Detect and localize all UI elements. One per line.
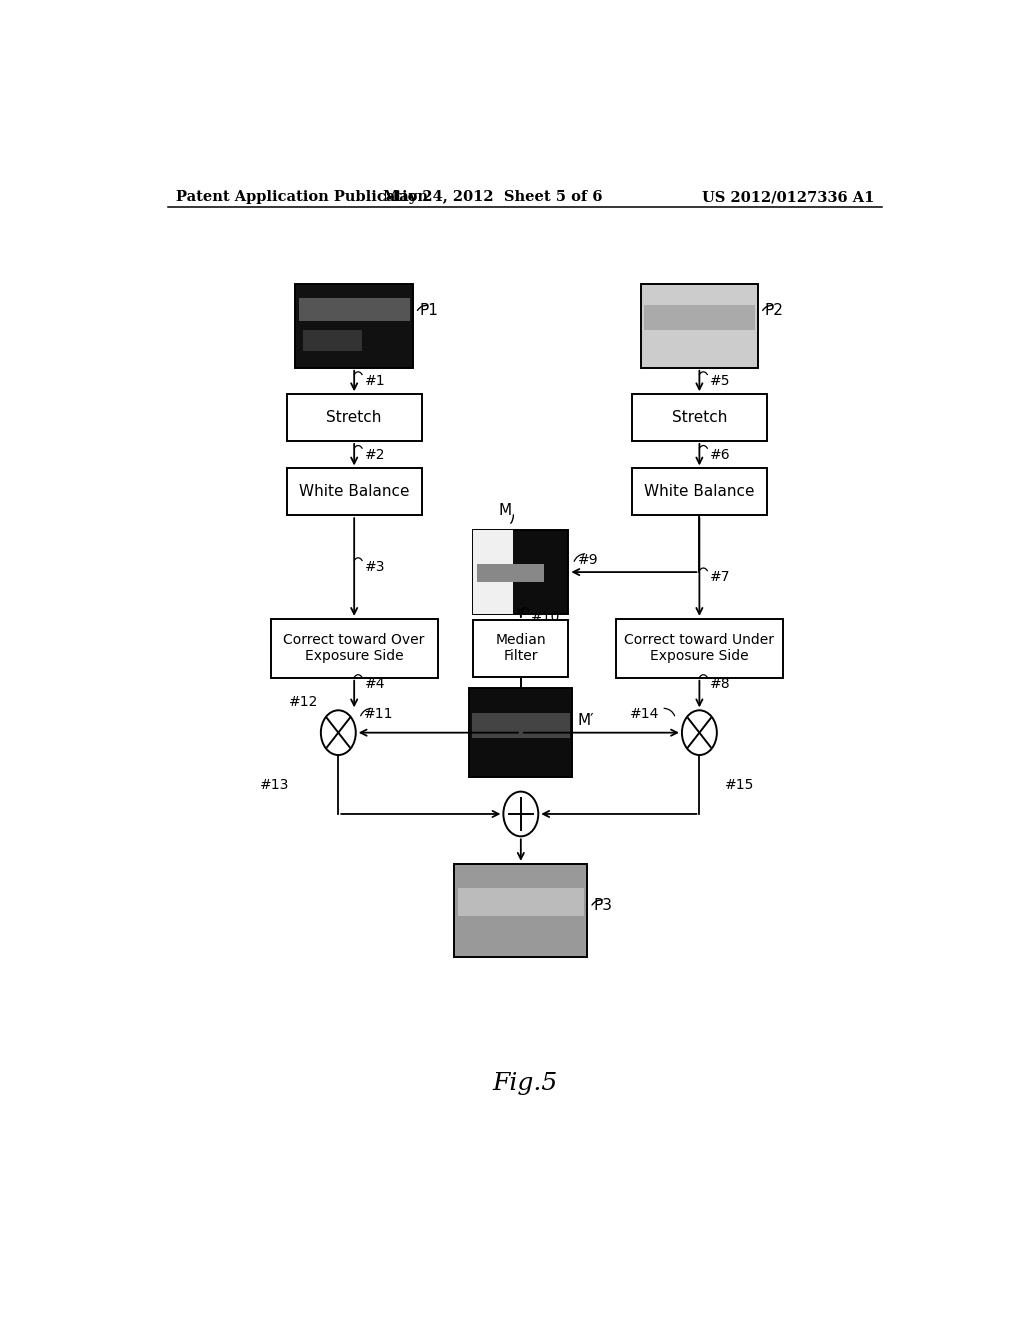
Bar <box>299 298 410 321</box>
Text: Stretch: Stretch <box>672 411 727 425</box>
Circle shape <box>682 710 717 755</box>
Text: #3: #3 <box>365 560 385 574</box>
Bar <box>473 620 568 677</box>
Text: #1: #1 <box>365 374 385 388</box>
Bar <box>469 689 572 777</box>
Text: #6: #6 <box>710 447 730 462</box>
Bar <box>632 469 767 515</box>
Bar <box>473 531 513 614</box>
Bar <box>303 330 362 351</box>
Bar <box>644 305 755 330</box>
Text: #12: #12 <box>289 696 318 709</box>
Bar <box>473 531 568 614</box>
Text: May 24, 2012  Sheet 5 of 6: May 24, 2012 Sheet 5 of 6 <box>383 190 603 205</box>
Text: #2: #2 <box>365 447 385 462</box>
Bar <box>477 564 544 582</box>
Bar <box>632 395 767 441</box>
Text: M: M <box>499 503 512 517</box>
Text: #9: #9 <box>578 553 599 566</box>
Text: P2: P2 <box>765 304 783 318</box>
Bar <box>287 395 422 441</box>
Text: White Balance: White Balance <box>644 484 755 499</box>
Text: Median
Filter: Median Filter <box>496 634 546 664</box>
Text: Patent Application Publication: Patent Application Publication <box>176 190 428 205</box>
Text: #5: #5 <box>710 374 730 388</box>
Text: Correct toward Under
Exposure Side: Correct toward Under Exposure Side <box>625 634 774 664</box>
Bar <box>270 619 437 677</box>
Bar <box>455 863 588 957</box>
Text: #15: #15 <box>725 777 754 792</box>
Bar <box>458 887 584 916</box>
Text: Stretch: Stretch <box>327 411 382 425</box>
Text: Fig.5: Fig.5 <box>493 1072 557 1094</box>
Text: US 2012/0127336 A1: US 2012/0127336 A1 <box>701 190 873 205</box>
Text: White Balance: White Balance <box>299 484 410 499</box>
Circle shape <box>504 792 539 837</box>
Text: #14: #14 <box>631 708 659 721</box>
Text: P1: P1 <box>419 304 438 318</box>
Circle shape <box>321 710 355 755</box>
Text: M′: M′ <box>578 713 595 727</box>
Text: #13: #13 <box>260 777 289 792</box>
Bar <box>296 284 413 368</box>
Text: #10: #10 <box>531 610 560 624</box>
Bar <box>287 469 422 515</box>
Bar <box>472 713 570 738</box>
Bar <box>616 619 782 677</box>
Text: #8: #8 <box>710 677 730 690</box>
Text: #4: #4 <box>365 677 385 690</box>
Text: Correct toward Over
Exposure Side: Correct toward Over Exposure Side <box>284 634 425 664</box>
Text: P3: P3 <box>594 898 612 913</box>
Text: #11: #11 <box>364 708 393 721</box>
Bar <box>641 284 758 368</box>
Text: #7: #7 <box>710 570 730 585</box>
